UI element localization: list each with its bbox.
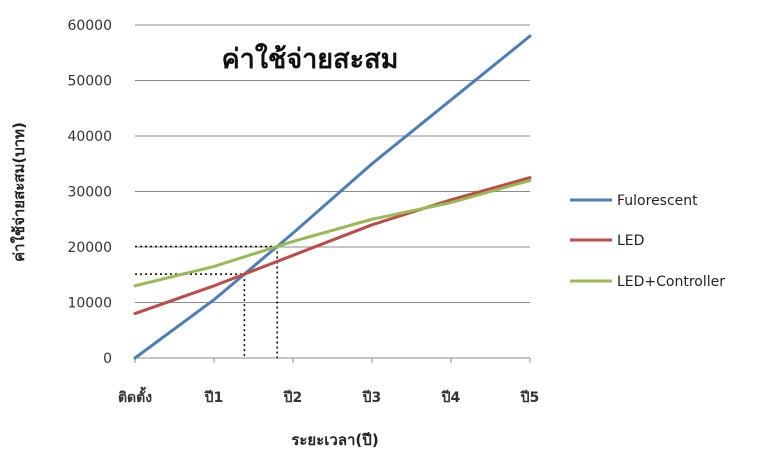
series-line-2 [133, 176, 532, 316]
x-tick-label: ปี1 [203, 390, 223, 406]
x-tick-label: ปี5 [519, 390, 539, 406]
y-tick-label: 40000 [67, 129, 112, 145]
x-tick-label: ติดตั้ง [118, 386, 152, 406]
x-tick-label: ปี4 [440, 390, 460, 406]
series-line-3 [133, 178, 532, 288]
y-tick-label: 50000 [67, 74, 112, 90]
x-tick-label: ปี3 [361, 390, 381, 406]
x-tick-label: ปี2 [282, 390, 302, 406]
series-line-1 [133, 34, 532, 360]
y-tick-label: 10000 [67, 296, 112, 312]
series-lines [133, 34, 532, 360]
dotted-guides [135, 245, 278, 358]
y-tick-label: 60000 [67, 18, 112, 34]
y-tick-label: 20000 [67, 240, 112, 256]
y-tick-label: 0 [103, 351, 112, 367]
legend-label-3: LED+Controller [617, 274, 725, 290]
x-axis-title: ระยะเวลา(ปี) [291, 431, 378, 449]
y-tick-label: 30000 [67, 185, 112, 201]
axes: 0 10000 20000 30000 40000 50000 60000 ติดตั้ง ปี… [67, 18, 539, 406]
legend: Fulorescent LED LED+Controller [570, 193, 725, 290]
legend-label-2: LED [617, 233, 644, 249]
chart-title: ค่าใช้จ่ายสะสม [222, 43, 399, 75]
legend-label-1: Fulorescent [617, 193, 698, 209]
y-axis-title: ค่าใช้จ่ายสะสม(บาท) [10, 122, 28, 262]
